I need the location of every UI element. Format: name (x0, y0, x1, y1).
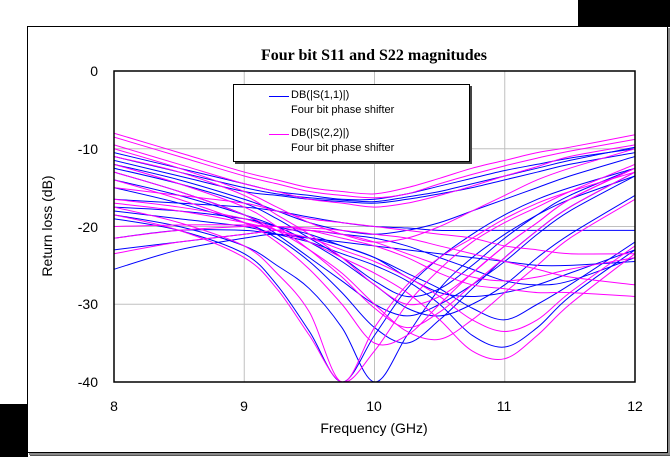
y-tick-label: -40 (77, 374, 98, 390)
trace-line (114, 148, 635, 243)
legend-name: DB(|S(1,1)|) (291, 89, 350, 101)
x-tick-label: 8 (110, 398, 118, 414)
legend-swatch-s22 (269, 134, 289, 135)
trace-line (114, 171, 635, 341)
x-axis-label: Frequency (GHz) (320, 420, 428, 436)
x-tick-label: 12 (627, 398, 643, 414)
trace-line (114, 144, 635, 208)
x-tick-label: 9 (240, 398, 248, 414)
trace-line (114, 233, 635, 297)
y-tick-label: -10 (77, 141, 98, 157)
trace-line (114, 163, 635, 329)
trace-line (114, 132, 635, 195)
trace-line (114, 225, 635, 297)
trace-line (114, 187, 635, 255)
trace-line (114, 163, 635, 382)
y-axis-label: Return loss (dB) (39, 175, 55, 277)
legend-desc: Four bit phase shifter (291, 104, 395, 116)
plot-frame (113, 70, 636, 383)
trace-line (114, 136, 635, 199)
trace-line (114, 198, 635, 332)
trace-line (114, 202, 635, 360)
trace-line (114, 156, 635, 235)
y-tick-label: -30 (77, 296, 98, 312)
trace-line (114, 224, 635, 286)
trace-line (114, 146, 635, 203)
legend-swatch-s11 (269, 96, 289, 97)
trace-line (114, 229, 635, 282)
legend-desc: Four bit phase shifter (291, 142, 395, 154)
y-tick-label: -20 (77, 219, 98, 235)
y-tick-label: 0 (90, 63, 98, 79)
data-traces (114, 132, 635, 382)
x-tick-label: 11 (496, 398, 512, 414)
background-black-corner-bottom-left (0, 404, 28, 457)
chart-title: Four bit S11 and S22 magnitudes (261, 47, 487, 64)
legend-name: DB(|S(2,2)|) (291, 127, 350, 139)
trace-line (114, 171, 635, 382)
chart-legend: DB(|S(1,1)|) Four bit phase shifter DB(|… (233, 84, 470, 162)
x-tick-label: 10 (366, 398, 382, 414)
background-black-corner-top-right (578, 0, 670, 27)
